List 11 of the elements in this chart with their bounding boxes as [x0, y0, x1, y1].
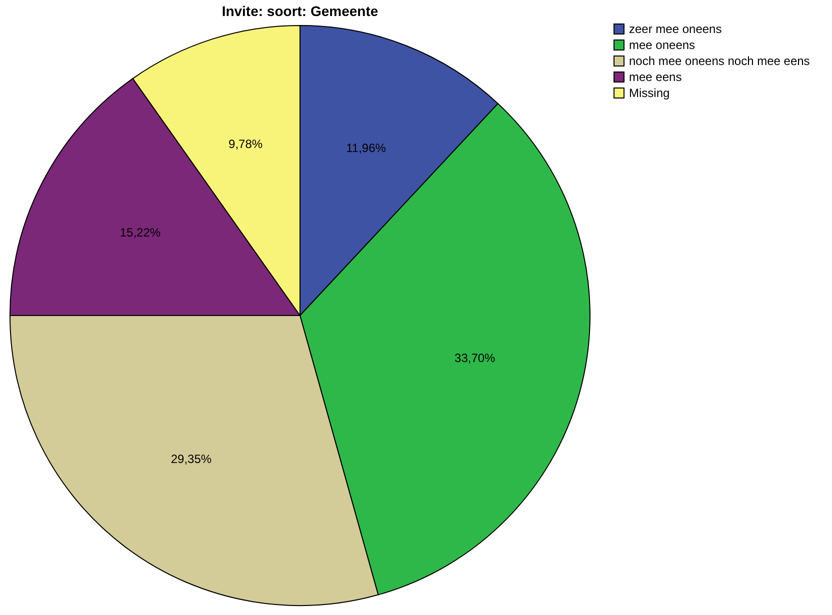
legend-label: noch mee oneens noch mee eens — [629, 54, 810, 68]
data-label: 29,35% — [170, 452, 212, 466]
legend-label: Missing — [629, 86, 670, 100]
data-label: 11,96% — [346, 141, 386, 156]
legend-label: zeer mee oneens — [629, 22, 722, 36]
legend-label: mee oneens — [629, 38, 696, 52]
legend-label: mee eens — [629, 70, 682, 84]
data-label: 15,22% — [120, 226, 161, 240]
data-label: 33,70% — [454, 351, 496, 366]
chart-title: Invite: soort: Gemeente — [222, 3, 378, 19]
data-label: 9,78% — [228, 136, 263, 151]
